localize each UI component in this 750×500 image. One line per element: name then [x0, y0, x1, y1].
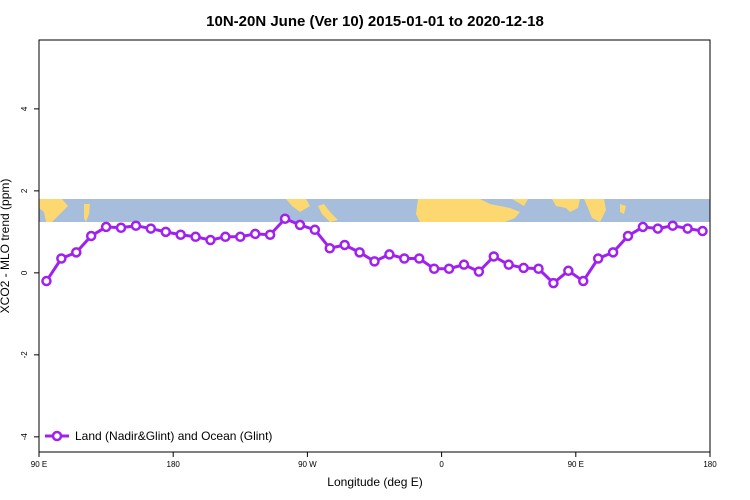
x-tick-label: 0 — [439, 460, 444, 469]
data-point — [428, 263, 440, 275]
x-tick-label: 90 W — [298, 460, 317, 469]
data-point — [354, 247, 365, 258]
x-tick-label: 180 — [703, 460, 717, 469]
data-point — [56, 253, 67, 264]
legend-marker — [51, 430, 63, 442]
data-point — [667, 220, 678, 231]
data-point — [339, 239, 350, 251]
y-tick-label: 0 — [20, 270, 29, 275]
data-point — [190, 231, 201, 243]
data-point — [220, 231, 231, 243]
x-tick-label: 90 E — [31, 460, 47, 469]
data-point — [85, 230, 97, 242]
data-point — [413, 253, 425, 264]
data-point — [563, 265, 574, 277]
data-point — [160, 226, 171, 238]
data-point — [115, 222, 127, 234]
data-point — [309, 224, 321, 236]
data-point — [264, 229, 276, 240]
data-point — [652, 223, 664, 234]
data-point — [592, 253, 604, 264]
data-point — [205, 234, 216, 246]
data-point — [578, 275, 589, 287]
data-point — [682, 223, 693, 234]
data-point — [637, 221, 649, 233]
plot-frame — [38, 39, 711, 453]
x-axis-label: Longitude (deg E) — [327, 475, 422, 489]
data-point — [384, 249, 395, 260]
data-point — [443, 263, 455, 275]
y-tick-label: 2 — [20, 188, 29, 193]
world-map-strip — [39, 199, 710, 222]
data-point — [145, 223, 157, 234]
data-point — [369, 256, 380, 267]
y-tick-label: -2 — [20, 351, 29, 359]
y-tick-label: -4 — [20, 433, 29, 441]
data-point — [235, 231, 246, 243]
data-point — [548, 277, 559, 289]
data-point — [518, 262, 529, 274]
data-point — [503, 259, 514, 270]
data-point — [100, 221, 112, 233]
x-tick-label: 180 — [167, 460, 181, 469]
y-axis-label: XCO2 - MLO trend (ppm) — [0, 179, 12, 314]
data-point — [622, 230, 634, 242]
data-point — [399, 253, 410, 264]
data-point — [473, 266, 485, 277]
data-point — [279, 213, 291, 224]
data-point — [488, 251, 500, 262]
chart-title: 10N-20N June (Ver 10) 2015-01-01 to 2020… — [206, 13, 544, 30]
data-point — [175, 229, 186, 240]
x-tick-label: 90 E — [568, 460, 584, 469]
data-point — [71, 247, 82, 258]
data-point — [130, 220, 142, 231]
data-point — [249, 228, 261, 240]
data-point — [294, 219, 306, 231]
data-point — [324, 243, 336, 254]
data-point — [533, 263, 544, 275]
y-tick-label: 4 — [20, 106, 29, 111]
series-line — [45, 216, 703, 286]
data-point — [607, 247, 619, 258]
data-point — [458, 259, 470, 270]
data-point — [41, 275, 52, 287]
data-point — [697, 225, 708, 237]
legend-label: Land (Nadir&Glint) and Ocean (Glint) — [75, 429, 272, 443]
